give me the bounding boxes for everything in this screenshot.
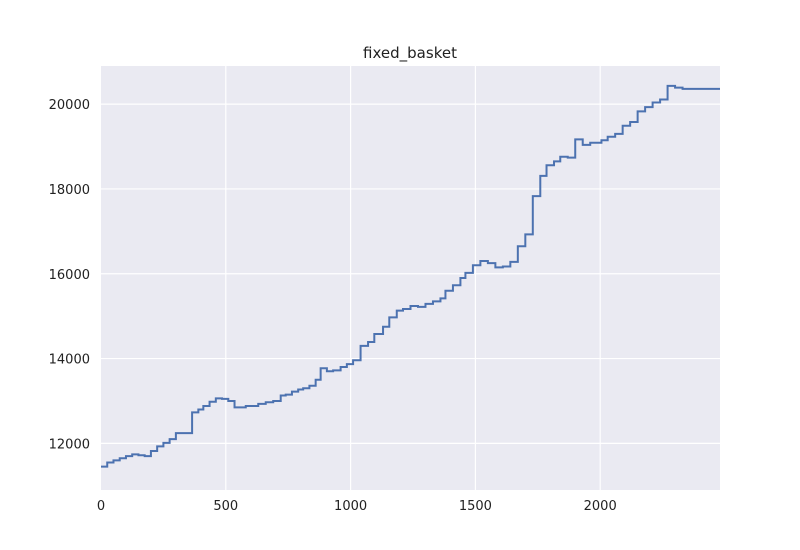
y-tick-label: 14000: [49, 353, 90, 368]
grid-lines: [101, 66, 720, 490]
y-tick-label: 18000: [49, 183, 90, 198]
plot-area: [101, 66, 720, 490]
x-tick-label: 1000: [334, 499, 367, 514]
series-group: [101, 84, 720, 468]
chart-title: fixed_basket: [363, 44, 457, 63]
x-tick-label: 1500: [459, 499, 492, 514]
series-line: [101, 84, 720, 468]
x-tick-label: 2000: [584, 499, 617, 514]
y-axis: 12000 14000 16000 18000 20000: [49, 98, 90, 452]
x-axis: 0 500 1000 1500 2000: [97, 499, 617, 514]
y-tick-label: 16000: [49, 268, 90, 283]
y-tick-label: 12000: [49, 437, 90, 452]
x-tick-label: 500: [213, 499, 238, 514]
x-tick-label: 0: [97, 499, 105, 514]
y-tick-label: 20000: [49, 98, 90, 113]
